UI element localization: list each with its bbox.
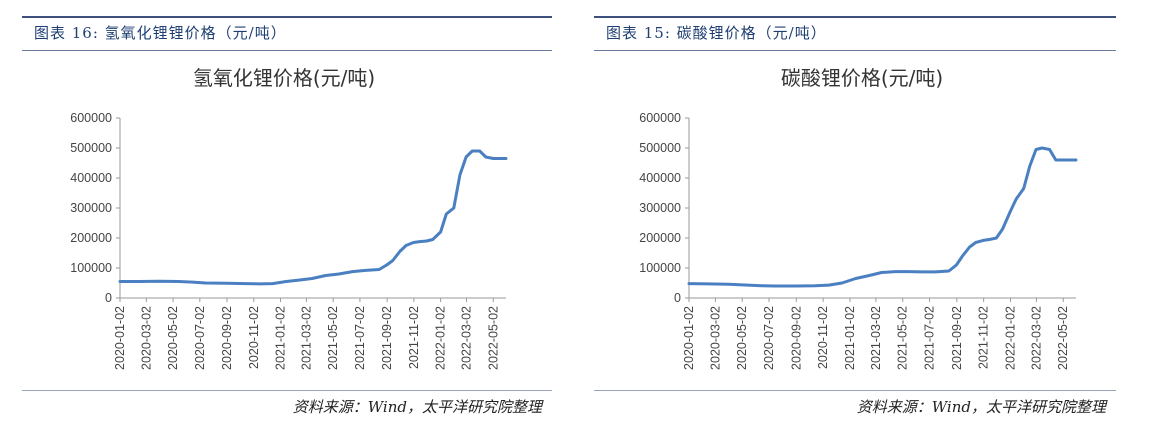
x-tick-label: 2020-07-02 <box>193 306 207 370</box>
x-tick-label: 2022-01-02 <box>434 306 448 370</box>
y-tick-label: 200000 <box>70 231 112 245</box>
caption-rule <box>594 50 1116 51</box>
x-tick-label: 2020-09-02 <box>789 306 803 370</box>
chart-lithium-carbonate: 碳酸锂价格(元/吨) 0 100000 200000 300000 400000 50000… <box>639 66 1078 370</box>
x-tick-label: 2020-03-02 <box>139 306 153 370</box>
x-tick-label: 2021-09-02 <box>380 306 394 370</box>
x-tick-label: 2021-05-02 <box>326 306 340 370</box>
y-tick-label: 500000 <box>70 141 112 155</box>
x-tick-label: 2022-01-02 <box>1003 306 1017 370</box>
x-tick-label: 2020-11-02 <box>247 306 261 369</box>
x-tick-label: 2021-01-02 <box>843 306 857 370</box>
x-tick-label: 2021-03-02 <box>299 306 313 370</box>
x-tick-label: 2021-07-02 <box>353 306 367 370</box>
x-tick-label: 2020-11-02 <box>816 306 830 369</box>
top-rule <box>594 16 1116 18</box>
panel-lithium-carbonate: 图表 15: 碳酸锂价格（元/吨） 碳酸锂价格(元/吨) 0 100000 20000… <box>594 0 1116 428</box>
y-tick-label: 400000 <box>70 171 112 185</box>
x-tick-label: 2022-03-02 <box>1029 306 1043 370</box>
source-rule <box>594 390 1116 391</box>
caption-rule <box>22 50 552 51</box>
panel-lithium-hydroxide: 图表 16: 氢氧化锂锂价格（元/吨） 氢氧化锂价格(元/吨) 0 100000 20… <box>22 0 552 428</box>
y-tick-label: 300000 <box>639 201 681 215</box>
x-tick-label: 2021-05-02 <box>896 306 910 370</box>
x-tick-label: 2020-03-02 <box>708 306 722 370</box>
source-note: 资料来源：Wind，太平洋研究院整理 <box>856 398 1106 416</box>
x-tick-label: 2021-03-02 <box>869 306 883 370</box>
y-tick-label: 500000 <box>639 141 681 155</box>
y-tick-label: 100000 <box>70 261 112 275</box>
source-rule <box>22 390 552 391</box>
chart-lithium-hydroxide: 氢氧化锂价格(元/吨) 0 100000 200000 300000 400000 5000… <box>70 66 508 370</box>
x-tick-label: 2020-01-02 <box>113 306 127 370</box>
y-tick-label: 400000 <box>639 171 681 185</box>
y-tick-label: 600000 <box>70 111 112 125</box>
x-tick-label: 2022-03-02 <box>460 306 474 370</box>
source-note: 资料来源：Wind，太平洋研究院整理 <box>292 398 542 416</box>
x-tick-label: 2021-11-02 <box>407 306 421 369</box>
top-rule <box>22 16 552 18</box>
y-tick-label: 0 <box>105 291 112 305</box>
x-tick-label: 2021-09-02 <box>950 306 964 370</box>
figure-caption: 图表 16: 氢氧化锂锂价格（元/吨） <box>34 24 287 42</box>
y-tick-label: 600000 <box>639 111 681 125</box>
x-tick-label: 2020-07-02 <box>762 306 776 370</box>
series-line <box>118 149 508 286</box>
y-tick-label: 200000 <box>639 231 681 245</box>
chart-title: 氢氧化锂价格(元/吨) <box>193 66 375 90</box>
x-tick-label: 2022-05-02 <box>486 306 500 370</box>
y-tick-label: 300000 <box>70 201 112 215</box>
series-line <box>687 146 1078 288</box>
x-tick-label: 2020-09-02 <box>220 306 234 370</box>
x-tick-label: 2021-01-02 <box>274 306 288 370</box>
x-tick-label: 2022-05-02 <box>1056 306 1070 370</box>
x-tick-label: 2020-01-02 <box>682 306 696 370</box>
x-tick-label: 2020-05-02 <box>735 306 749 370</box>
chart-title: 碳酸锂价格(元/吨) <box>781 66 943 90</box>
figure-caption: 图表 15: 碳酸锂价格（元/吨） <box>606 24 827 42</box>
y-tick-label: 0 <box>674 291 681 305</box>
x-tick-label: 2021-07-02 <box>923 306 937 370</box>
y-tick-label: 100000 <box>639 261 681 275</box>
x-tick-label: 2020-05-02 <box>166 306 180 370</box>
x-tick-label: 2021-11-02 <box>977 306 991 369</box>
